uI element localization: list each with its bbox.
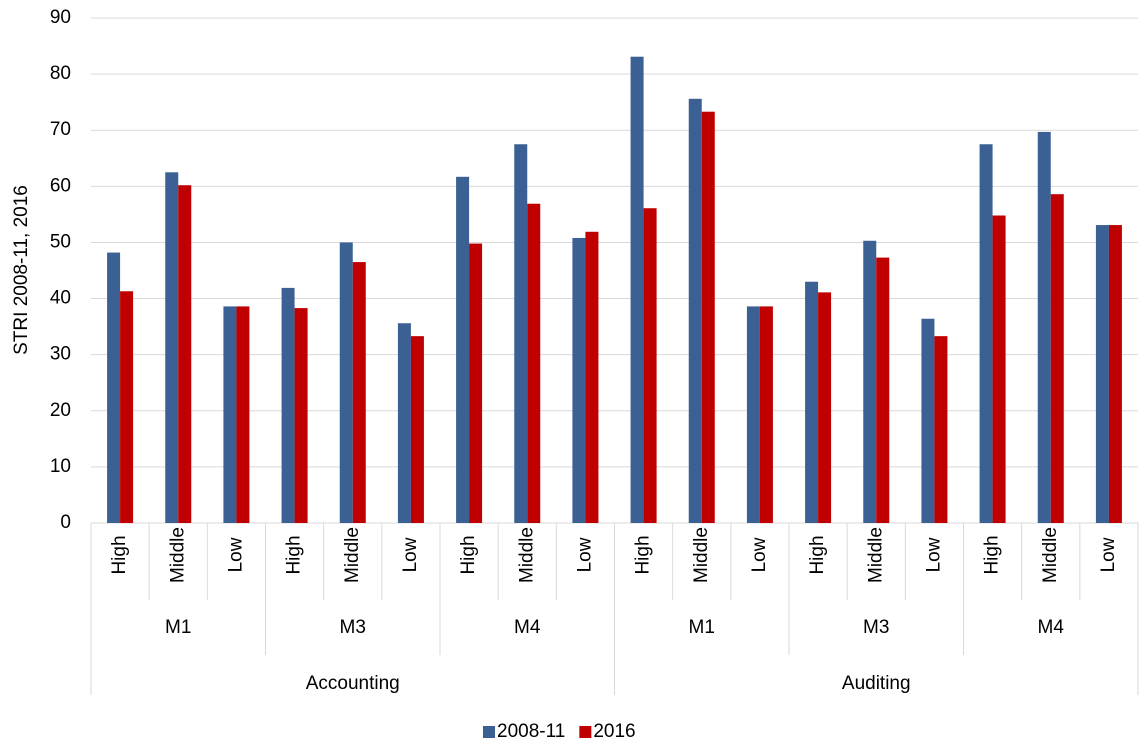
y-tick-label: 50 [50, 231, 71, 252]
bar [527, 203, 541, 523]
legend-swatch [483, 726, 495, 738]
y-tick-label: 20 [50, 400, 71, 421]
bar [165, 172, 179, 524]
y-tick-label: 30 [50, 344, 71, 365]
x-tick-label: Middle [691, 527, 712, 583]
bar [934, 336, 948, 523]
x-tick-label: High [982, 535, 1003, 574]
x-group-label: Auditing [842, 673, 911, 694]
x-group-label: M4 [1038, 617, 1065, 638]
x-group-label: M4 [514, 617, 541, 638]
x-tick-label: Low [574, 537, 595, 572]
bar [921, 318, 935, 523]
x-tick-label: Middle [516, 527, 537, 583]
x-tick-label: Low [225, 537, 246, 572]
x-tick-label: Middle [865, 527, 886, 583]
x-group-label: M1 [689, 617, 715, 638]
bar [818, 292, 832, 523]
y-tick-label: 70 [50, 119, 71, 140]
y-tick-label: 40 [50, 288, 71, 309]
bar [236, 306, 250, 523]
bar [759, 306, 773, 523]
bar [572, 237, 586, 523]
x-tick-label: High [284, 535, 305, 574]
y-tick-label: 60 [50, 175, 71, 196]
x-group-label: M3 [863, 617, 889, 638]
bar [701, 111, 715, 523]
bar [746, 306, 760, 523]
y-axis-title: STRI 2008-11, 2016 [11, 185, 32, 355]
x-tick-label: Middle [1040, 527, 1061, 583]
x-tick-label: High [807, 535, 828, 574]
x-group-label: M1 [165, 617, 191, 638]
x-group-label: Accounting [306, 673, 400, 694]
x-tick-label: Low [400, 537, 421, 572]
bar [992, 215, 1006, 523]
bar [352, 262, 366, 523]
bar [107, 252, 121, 524]
legend-label: 2008-11 [497, 721, 565, 742]
x-tick-label: Middle [167, 527, 188, 583]
bar [863, 240, 877, 523]
bar [294, 308, 308, 523]
bar [688, 98, 702, 524]
bar [1050, 194, 1064, 523]
x-tick-label: Low [749, 537, 770, 572]
bar [223, 306, 237, 523]
bar [643, 208, 657, 523]
bar [585, 231, 599, 524]
bar [120, 291, 134, 523]
x-tick-label: Low [1098, 537, 1119, 572]
bar [456, 176, 470, 524]
bar [469, 243, 483, 524]
legend-swatch [579, 726, 592, 738]
x-tick-label: High [458, 535, 479, 574]
bar [410, 336, 424, 523]
bar [339, 242, 353, 523]
bar [1108, 225, 1122, 524]
bar [178, 185, 192, 523]
bar [1095, 225, 1109, 524]
bar [979, 144, 993, 523]
x-tick-label: Low [923, 537, 944, 572]
legend-label: 2016 [593, 721, 635, 742]
bar [1037, 131, 1051, 523]
x-tick-label: High [109, 535, 130, 574]
bar [876, 257, 890, 523]
y-tick-label: 10 [50, 456, 71, 477]
x-tick-label: Middle [342, 527, 363, 583]
bar [281, 287, 295, 523]
x-tick-label: High [633, 535, 654, 574]
bar [630, 56, 644, 523]
x-group-label: M3 [340, 617, 366, 638]
y-tick-label: 90 [50, 7, 71, 28]
bar [514, 144, 528, 523]
bar [805, 281, 819, 523]
y-tick-label: 80 [50, 63, 71, 84]
bar [397, 323, 411, 523]
y-tick-label: 0 [60, 512, 71, 533]
